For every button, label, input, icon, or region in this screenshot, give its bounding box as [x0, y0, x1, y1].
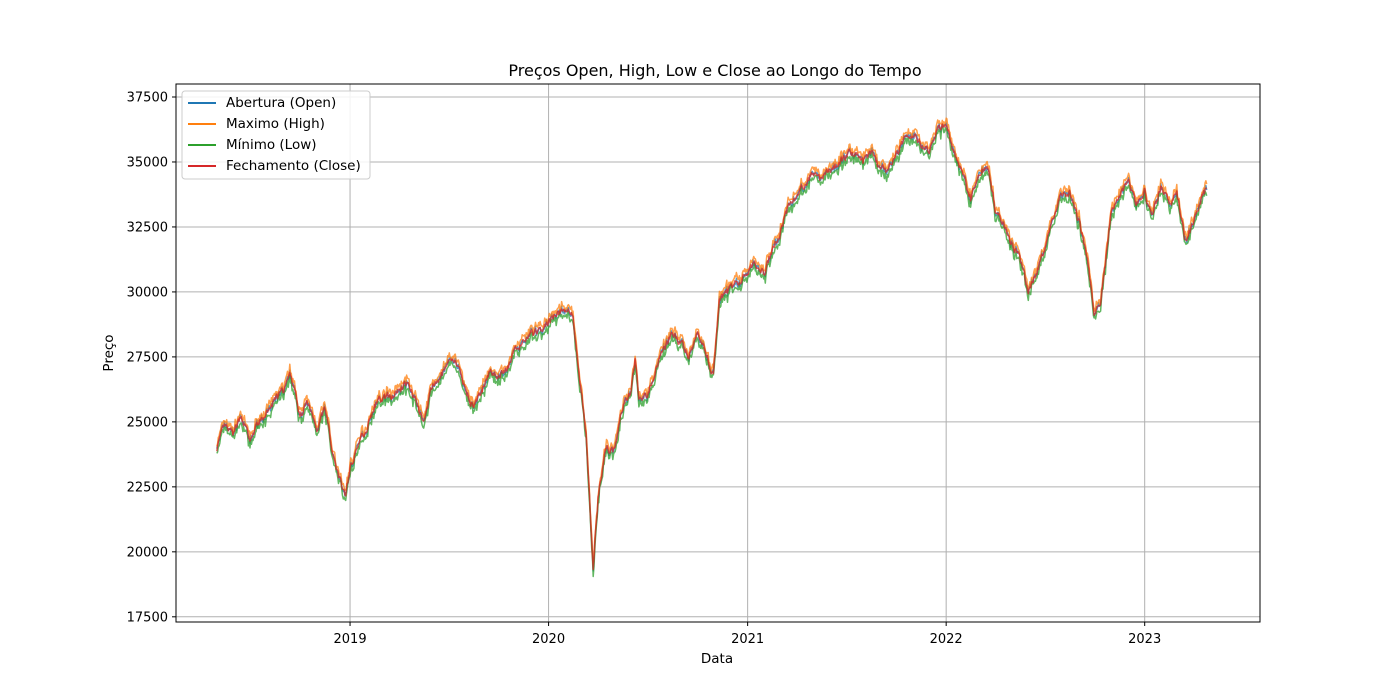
x-tick-label: 2022: [930, 632, 963, 647]
x-tick-label: 2023: [1128, 632, 1161, 647]
plot-frame: [175, 83, 1261, 623]
x-tick-label: 2020: [532, 632, 565, 647]
series-group: [216, 117, 1208, 578]
series-line-close: [216, 123, 1207, 571]
chart-title: Preços Open, High, Low e Close ao Longo …: [508, 61, 921, 80]
y-tick-label: 27500: [127, 350, 168, 365]
x-axis-label: Data: [701, 651, 733, 667]
y-tick-label: 37500: [127, 90, 168, 105]
y-tick-label: 17500: [127, 610, 168, 625]
series-line-low: [216, 126, 1208, 578]
y-tick-label: 35000: [127, 155, 168, 170]
legend: Abertura (Open) Maximo (High) Mínimo (Lo…: [181, 90, 371, 180]
legend-label-high: Maximo (High): [226, 116, 325, 132]
y-tick-label: 25000: [127, 415, 168, 430]
x-axis: 2019 2020 2021 2022 2023: [334, 622, 1161, 647]
y-tick-label: 22500: [127, 480, 168, 495]
y-tick-label: 32500: [127, 220, 168, 235]
legend-label-open: Abertura (Open): [226, 95, 336, 111]
y-axis-label: Preço: [101, 334, 117, 371]
y-tick-label: 30000: [127, 285, 168, 300]
x-tick-label: 2021: [731, 632, 764, 647]
legend-box: [181, 90, 371, 180]
y-tick-label: 20000: [127, 545, 168, 560]
legend-label-low: Mínimo (Low): [226, 137, 317, 153]
y-axis: 17500 20000 22500 25000 27500 30000 32500 35000…: [127, 90, 176, 625]
x-tick-label: 2019: [334, 632, 367, 647]
legend-label-close: Fechamento (Close): [226, 158, 361, 174]
